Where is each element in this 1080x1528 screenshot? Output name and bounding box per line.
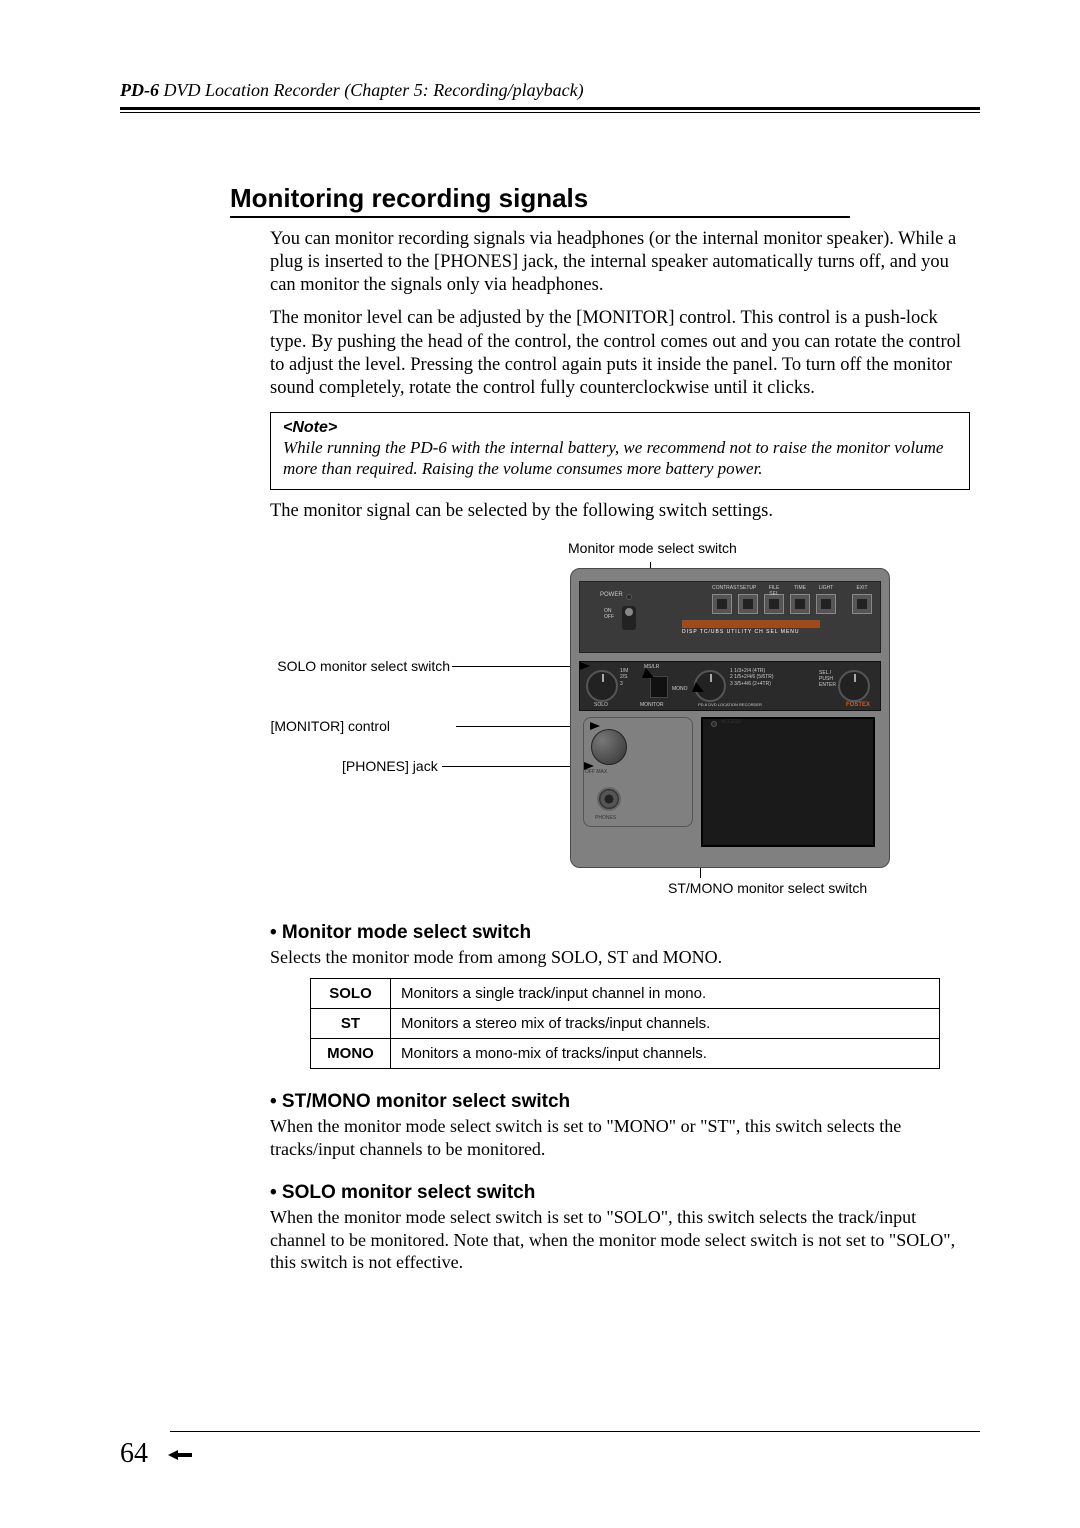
exit-button-icon [852, 594, 872, 614]
callout-solo-switch: SOLO monitor select switch [270, 658, 450, 674]
monitor-label: MONITOR [640, 702, 664, 708]
on-off-labels: ON OFF [604, 608, 614, 620]
top-button-row [712, 594, 872, 614]
mslr-label: MS/LR [644, 664, 659, 670]
orange-strip-text: DISP TC/UBS UTILITY CH SEL MENU [682, 629, 800, 635]
device-illustration: POWER ON OFF CONTRAST SETUP FILE SEL TIM… [570, 568, 890, 868]
page-header: PD-6 DVD Location Recorder (Chapter 5: R… [120, 80, 980, 101]
brand-label: FOSTEX [846, 702, 870, 708]
lbl-time: TIME [790, 585, 810, 597]
light-button-icon [816, 594, 836, 614]
sub-heading-stmono: • ST/MONO monitor select switch [270, 1091, 980, 1113]
orange-strip: DISP TC/UBS UTILITY CH SEL MENU [682, 620, 820, 628]
footer-rule [170, 1431, 980, 1432]
mode-cell: ST [311, 1009, 391, 1039]
sub-text-stmono: When the monitor mode select switch is s… [270, 1115, 970, 1160]
lbl-setup: SETUP [738, 585, 758, 597]
filesel-button-icon [764, 594, 784, 614]
product-name: PD-6 [120, 80, 159, 100]
lbl-filesel: FILE SEL [764, 585, 784, 597]
sub-heading-solo: • SOLO monitor select switch [270, 1182, 980, 1204]
power-switch-icon [622, 606, 636, 630]
table-row: ST Monitors a stereo mix of tracks/input… [311, 1009, 940, 1039]
intro-paragraph-2: The monitor level can be adjusted by the… [270, 307, 970, 400]
sub-text-monitor-mode: Selects the monitor mode from among SOLO… [270, 946, 970, 969]
ch-r3: 3 3/5+4/6 (2+4TR) [730, 681, 771, 687]
intro-paragraph-1: You can monitor recording signals via he… [270, 228, 970, 297]
loc-label: PD-6 DVD LOCATION RECORDER [698, 702, 762, 707]
note-text: While running the PD-6 with the internal… [283, 437, 957, 480]
power-label: POWER [600, 592, 623, 598]
lbl-exit: EXIT [852, 585, 872, 597]
page-arrow-icon [168, 1448, 192, 1462]
table-row: MONO Monitors a mono-mix of tracks/input… [311, 1039, 940, 1069]
knob-frame [583, 717, 693, 827]
ch-1m: 1/M [620, 668, 628, 674]
callout-phones-jack: [PHONES] jack [342, 758, 438, 774]
device-top-panel: POWER ON OFF CONTRAST SETUP FILE SEL TIM… [579, 581, 881, 653]
solo-rotary-icon [586, 670, 618, 702]
note-label: <Note> [283, 419, 957, 437]
desc-cell: Monitors a mono-mix of tracks/input chan… [391, 1039, 940, 1069]
solo-ch-labels: 1/M 2/S 3 [620, 668, 628, 688]
off-label: OFF [604, 614, 614, 620]
access-label: ACCESS [721, 719, 742, 725]
modes-table: SOLO Monitors a single track/input chann… [310, 978, 940, 1069]
ch-r2: 2 1/5+2/4/6 (5/6TR) [730, 674, 774, 680]
lcd-screen [701, 717, 875, 847]
setup-button-icon [738, 594, 758, 614]
chapter-title: DVD Location Recorder (Chapter 5: Record… [159, 80, 584, 100]
desc-cell: Monitors a single track/input channel in… [391, 979, 940, 1009]
lbl-light: LIGHT [816, 585, 836, 597]
time-button-icon [790, 594, 810, 614]
callout-monitor-mode: Monitor mode select switch [568, 540, 737, 556]
lbl-contrast: CONTRAST [712, 585, 732, 597]
sub-heading-monitor-mode: • Monitor mode select switch [270, 922, 980, 944]
contrast-button-icon [712, 594, 732, 614]
solo-label: SOLO [594, 702, 608, 708]
device-figure: Monitor mode select switch SOLO monitor … [270, 540, 980, 900]
callout-monitor-control: [MONITOR] control [270, 718, 390, 734]
ch-3: 3 [620, 681, 623, 687]
header-rule-thick [120, 107, 980, 110]
section-title: Monitoring recording signals [230, 183, 850, 218]
ch-r1: 1 1/3+2/4 (4TR) [730, 668, 765, 674]
access-led-icon [711, 721, 717, 727]
sub-text-solo: When the monitor mode select switch is s… [270, 1206, 970, 1274]
top-button-labels: CONTRAST SETUP FILE SEL TIME LIGHT EXIT [712, 585, 872, 597]
device-mid-panel: 1/M 2/S 3 MS/LR SOLO MONO MONITOR 1 1/3+… [579, 661, 881, 711]
stmono-ch-labels: 1 1/3+2/4 (4TR) 2 1/5+2/4/6 (5/6TR) 3 3/… [730, 668, 774, 688]
mono-label: MONO [672, 686, 688, 692]
mode-cell: MONO [311, 1039, 391, 1069]
stmono-rotary-icon [694, 670, 726, 702]
table-row: SOLO Monitors a single track/input chann… [311, 979, 940, 1009]
ch-2s: 2/S [620, 674, 628, 680]
led-icon [626, 594, 632, 600]
note-box: <Note> While running the PD-6 with the i… [270, 412, 970, 491]
page-number: 64 [120, 1438, 148, 1470]
mode-switch-icon [650, 676, 668, 698]
callout-stmono-switch: ST/MONO monitor select switch [668, 880, 867, 896]
sel-label: SEL / PUSH ENTER [819, 670, 836, 688]
header-rule-thin [120, 112, 980, 113]
mode-cell: SOLO [311, 979, 391, 1009]
desc-cell: Monitors a stereo mix of tracks/input ch… [391, 1009, 940, 1039]
sel-rotary-icon [838, 670, 870, 702]
intro-paragraph-3: The monitor signal can be selected by th… [270, 500, 970, 523]
